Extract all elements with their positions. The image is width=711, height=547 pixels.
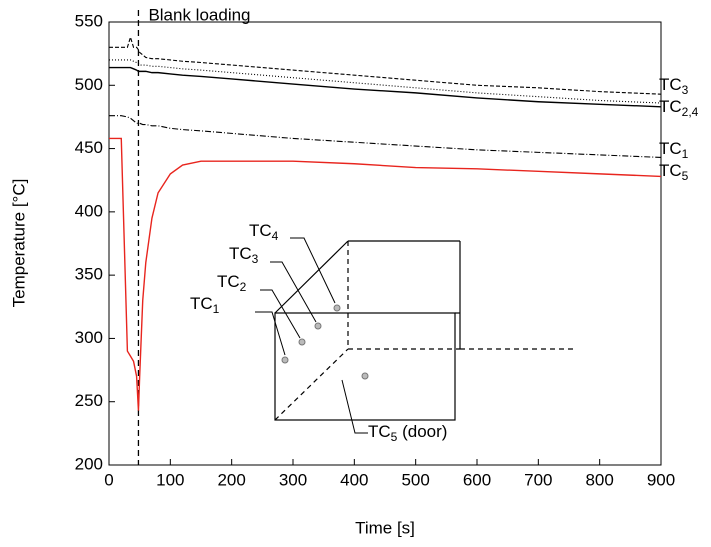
y-tick-label: 250: [75, 391, 103, 410]
y-tick-label: 400: [75, 201, 103, 220]
label-subscript: 5: [682, 169, 689, 183]
y-tick-label: 300: [75, 328, 103, 347]
y-tick-label: 500: [75, 75, 103, 94]
y-tick-label: 450: [75, 138, 103, 157]
x-axis-label: Time [s]: [355, 518, 415, 537]
sensor-label: TC1: [190, 294, 220, 316]
leader-line: [270, 261, 317, 323]
label-subscript: 4: [272, 229, 279, 243]
label-subscript: 5: [391, 430, 398, 444]
label-subscript: 1: [213, 302, 220, 316]
label-subscript: 3: [252, 252, 259, 266]
legend-label: TC3: [659, 75, 689, 97]
x-tick-label: 0: [104, 470, 113, 489]
x-tick-label: 500: [401, 470, 429, 489]
series-line: [109, 59, 662, 104]
leader-line: [341, 379, 368, 434]
sensor-label: TC4: [249, 221, 279, 243]
x-tick-label: 800: [585, 470, 613, 489]
label-text: TC: [659, 139, 682, 158]
label-text: TC: [217, 272, 240, 291]
sensor: [333, 304, 341, 312]
sensor: [298, 338, 306, 346]
sensor: [281, 356, 289, 364]
sensor-label: TC5 (door): [368, 422, 447, 444]
leader-line: [290, 237, 336, 304]
series-line: [109, 137, 662, 411]
label-text: TC: [659, 161, 682, 180]
label-suffix: (door): [397, 422, 447, 441]
y-tick-label: 350: [75, 265, 103, 284]
leader-line: [255, 311, 286, 356]
label-text: TC: [659, 97, 682, 116]
label-subscript: 2,4: [682, 105, 699, 119]
label-subscript: 1: [682, 147, 689, 161]
label-text: TC: [368, 422, 391, 441]
series-line: [109, 66, 662, 108]
x-tick-label: 400: [340, 470, 368, 489]
plot-frame: [108, 21, 662, 466]
x-tick-label: 100: [156, 470, 184, 489]
sensor: [314, 322, 322, 330]
sensor-label: TC2: [217, 272, 247, 294]
leader-line: [260, 289, 301, 339]
x-tick-label: 900: [647, 470, 675, 489]
label-subscript: 2: [240, 280, 247, 294]
legend-label: TC5: [659, 161, 689, 183]
x-tick-label: 700: [524, 470, 552, 489]
x-tick-label: 600: [463, 470, 491, 489]
label-subscript: 3: [682, 83, 689, 97]
series-line: [109, 115, 662, 158]
label-text: TC: [190, 294, 213, 313]
x-tick-label: 300: [279, 470, 307, 489]
label-text: TC: [659, 75, 682, 94]
series-line: [109, 35, 662, 95]
y-tick-label: 200: [75, 454, 103, 473]
label-text: TC: [229, 244, 252, 263]
label-text: TC: [249, 221, 272, 240]
inset-cube: [274, 240, 575, 421]
x-tick-label: 200: [217, 470, 245, 489]
y-tick-label: 550: [75, 11, 103, 30]
sensor: [361, 372, 369, 380]
annotation-text: Blank loading: [148, 5, 250, 24]
sensor-label: TC3: [229, 244, 259, 266]
legend-label: TC1: [659, 139, 689, 161]
y-axis-label: Temperature [°C]: [9, 179, 28, 308]
legend-label: TC2,4: [659, 97, 699, 119]
